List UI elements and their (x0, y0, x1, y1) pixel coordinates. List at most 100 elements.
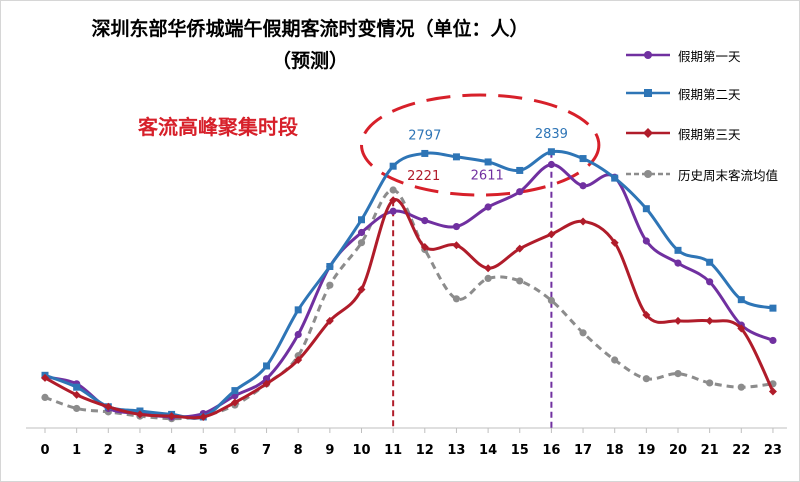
legend-item-day3: 假期第三天 (624, 124, 741, 142)
chart-title: 深圳东部华侨城端午假期客流时变情况（单位：人） (91, 18, 529, 40)
x-tick-label: 8 (294, 443, 303, 458)
data-point (484, 203, 492, 211)
data-point (642, 205, 650, 213)
legend-label-day3: 假期第三天 (678, 126, 741, 142)
peak-period-annotation: 客流高峰聚集时段 (138, 115, 298, 139)
data-point (706, 278, 714, 286)
legend-label-day1: 假期第一天 (678, 48, 741, 64)
series-line-day2 (44, 149, 774, 420)
x-tick-label: 10 (352, 443, 370, 458)
data-point (674, 316, 682, 325)
series-line-history (44, 188, 774, 421)
x-tick-label: 20 (669, 443, 687, 458)
data-point (579, 217, 588, 226)
data-point (674, 246, 682, 254)
data-point (547, 230, 556, 239)
data-point (547, 148, 555, 156)
data-point (516, 277, 524, 285)
x-tick-label: 6 (230, 443, 239, 458)
legend-label-day2: 假期第二天 (678, 86, 741, 102)
data-point (516, 188, 524, 196)
data-point (326, 281, 334, 289)
data-point (230, 398, 239, 407)
data-point (516, 166, 524, 174)
data-point (484, 274, 492, 282)
legend-item-day2: 假期第二天 (624, 84, 741, 102)
x-tick-label: 18 (606, 443, 624, 458)
x-tick-label: 2 (104, 443, 113, 458)
legend-label-history: 历史周末客流均值 (678, 167, 779, 183)
x-tick-label: 12 (416, 443, 434, 458)
series-day3 (41, 196, 777, 421)
x-tick-label: 11 (384, 443, 402, 458)
data-point (547, 296, 556, 305)
data-point (515, 244, 524, 253)
data-label-hour-11: 2221 (407, 169, 440, 184)
data-point (358, 216, 365, 224)
data-point (199, 412, 208, 421)
x-tick-label: 13 (447, 443, 465, 458)
x-tick-label: 3 (135, 443, 144, 458)
data-point (674, 370, 682, 378)
data-label-hour-15: 2611 (471, 169, 504, 184)
data-point (611, 356, 619, 364)
data-point (706, 379, 714, 387)
data-point (547, 160, 556, 169)
series-day1 (41, 160, 777, 421)
data-point (737, 383, 745, 391)
series-line-day1 (44, 163, 774, 419)
data-point (135, 410, 144, 419)
data-point (357, 285, 366, 294)
data-point (452, 153, 460, 161)
data-point (484, 264, 493, 273)
data-point (326, 263, 334, 270)
data-point (41, 393, 49, 401)
data-point (294, 330, 302, 339)
data-point (579, 155, 587, 163)
data-point (706, 258, 714, 266)
data-point (389, 196, 398, 205)
data-point (420, 242, 429, 251)
data-point (611, 174, 619, 182)
x-tick-label: 0 (40, 443, 49, 458)
x-tick-label: 16 (542, 443, 560, 458)
series-day2 (41, 148, 777, 421)
x-tick-label: 7 (262, 443, 271, 458)
data-point (262, 379, 271, 388)
data-point (579, 182, 587, 190)
x-tick-label: 4 (167, 443, 176, 458)
x-tick-label: 22 (732, 443, 750, 458)
data-point (484, 158, 492, 166)
data-point (262, 375, 271, 383)
data-point (579, 329, 587, 337)
data-point (73, 404, 81, 413)
data-point (610, 238, 619, 247)
data-point (737, 324, 746, 333)
data-label-hour-12: 2797 (408, 128, 441, 143)
legend-item-history: 历史周末客流均值 (624, 165, 778, 183)
data-point (737, 296, 745, 304)
data-point (421, 217, 429, 225)
data-point (642, 375, 650, 383)
data-point (389, 186, 397, 194)
data-point (104, 402, 113, 411)
data-point (452, 295, 461, 303)
data-point (294, 306, 302, 314)
x-tick-label: 14 (479, 443, 497, 458)
data-point (357, 228, 366, 237)
data-point (73, 383, 81, 391)
data-point (769, 336, 777, 345)
data-point (41, 373, 49, 382)
x-tick-label: 17 (574, 443, 592, 458)
x-tick-label: 21 (701, 443, 719, 458)
data-point (421, 149, 429, 157)
x-tick-label: 15 (511, 443, 529, 458)
x-tick-label: 23 (764, 443, 782, 458)
data-point (642, 237, 650, 245)
x-tick-label: 5 (199, 443, 208, 458)
data-point (452, 241, 461, 250)
data-point (769, 304, 777, 312)
data-point (674, 259, 682, 267)
